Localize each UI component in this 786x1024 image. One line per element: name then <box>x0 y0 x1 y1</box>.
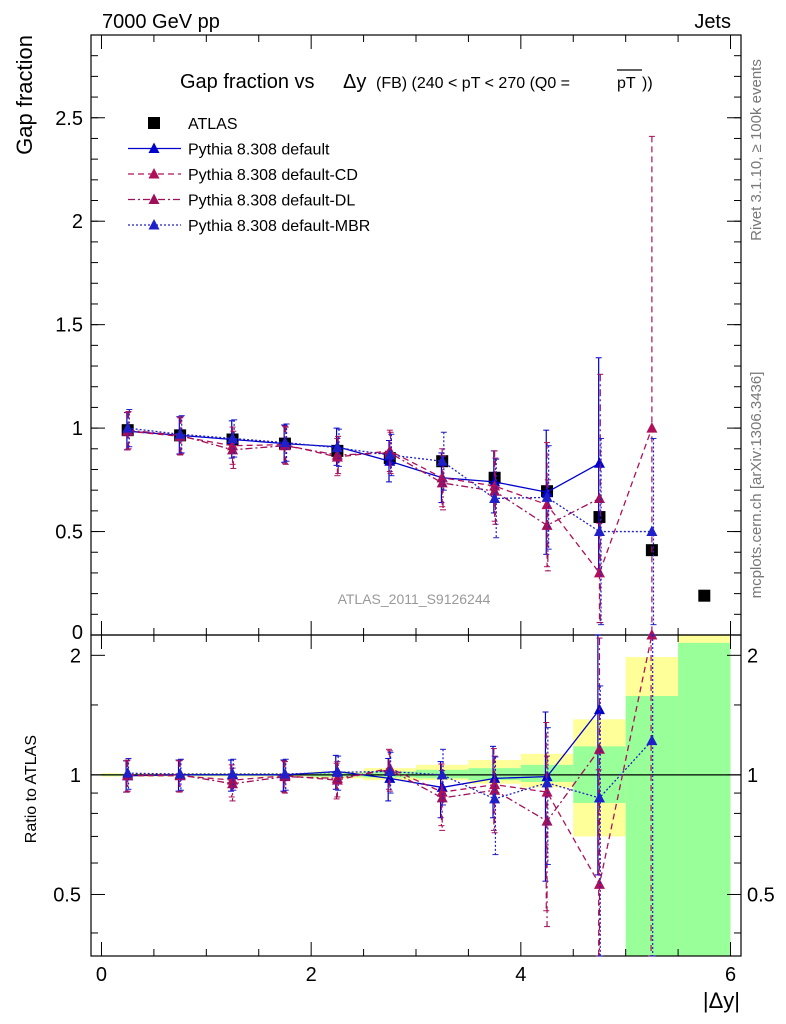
ratio-series-marker <box>384 765 396 776</box>
main-series-marker <box>384 449 396 460</box>
legend-label: Pythia 8.308 default-MBR <box>188 218 370 235</box>
ratio-series-marker <box>436 768 448 780</box>
main-series-marker <box>489 485 501 496</box>
ratio-series-marker <box>227 777 239 789</box>
xtick-label: 0 <box>96 964 107 986</box>
ratio-uncertainty-bands <box>101 635 731 956</box>
main-series-marker <box>646 525 658 537</box>
main-atlas-point <box>698 589 711 602</box>
main-ytick-label: 1.5 <box>55 315 83 337</box>
main-series-marker <box>541 491 553 502</box>
main-series-marker <box>436 476 448 488</box>
ratio-series-marker <box>331 772 343 783</box>
ratio-ytick-label: 1 <box>70 765 81 787</box>
main-series-marker <box>489 492 501 503</box>
main-series-marker <box>541 498 553 510</box>
ratio-ylabel: Ratio to ATLAS <box>23 735 40 843</box>
legend-label: Pythia 8.308 default <box>188 142 330 159</box>
ratio-ytick-label-right: 2 <box>747 645 758 667</box>
legend-marker <box>148 142 160 153</box>
main-series-marker <box>593 492 605 503</box>
title-pt-bar: pT <box>617 75 636 92</box>
ratio-panel-axes: 0.5 0.5 1 1 2 2 0 2 4 6 <box>53 634 775 986</box>
ratio-ytick-label: 2 <box>70 645 81 667</box>
main-series-marker <box>174 428 186 439</box>
analysis-watermark: ATLAS_2011_S9126244 <box>338 591 491 607</box>
main-series-marker <box>593 566 605 578</box>
ratio-series-marker <box>279 768 291 779</box>
main-atlas-point <box>593 511 606 524</box>
main-series-line <box>127 429 600 527</box>
ratio-series-marker <box>331 766 343 777</box>
main-series-marker <box>646 422 658 433</box>
legend-label: ATLAS <box>188 116 238 133</box>
main-series-marker <box>331 441 343 453</box>
main-series-marker <box>279 436 291 448</box>
ratio-series-marker <box>436 791 448 803</box>
header-left: 7000 GeV pp <box>102 11 220 33</box>
main-series-line <box>127 427 652 533</box>
main-series-marker <box>227 443 239 455</box>
ratio-series-line <box>127 709 600 789</box>
ratio-series-line <box>127 740 653 800</box>
xtick-label: 4 <box>515 964 526 986</box>
ratio-series-marker <box>593 791 605 803</box>
main-series-marker <box>541 519 553 530</box>
ratio-ytick-label-right: 1 <box>747 765 758 787</box>
legend: ATLAS Pythia 8.308 default Pythia 8.308 de… <box>128 116 370 235</box>
title-qualifier: (FB) (240 < pT < 270 (Q0 = <box>376 75 570 92</box>
main-series-marker <box>593 525 605 537</box>
legend-label: Pythia 8.308 default-CD <box>188 167 358 184</box>
ratio-series-marker <box>489 784 501 795</box>
legend-marker <box>148 168 160 179</box>
ratio-series-marker <box>227 768 239 779</box>
main-series-marker <box>331 449 343 460</box>
legend-label: Pythia 8.308 default-DL <box>188 193 355 210</box>
xtick-label: 2 <box>306 964 317 986</box>
ratio-series-marker <box>541 815 553 826</box>
ratio-series-marker <box>489 792 501 804</box>
main-panel-series <box>121 135 711 636</box>
ratio-panel-series <box>122 629 658 957</box>
rivet-version-label: Rivet 3.1.10, ≥ 100k events <box>748 59 765 241</box>
ratio-ytick-label: 0.5 <box>53 884 81 906</box>
mcplots-source-label: mcplots.cern.ch [arXiv:1306.3436] <box>748 372 765 599</box>
chart-title: Gap fraction vs Δy (FB) (240 < pT < 270 … <box>180 69 653 93</box>
main-ytick-label: 0 <box>72 622 83 644</box>
legend-marker <box>148 193 160 204</box>
main-series-marker <box>593 457 605 468</box>
ratio-series-marker <box>646 629 658 640</box>
ratio-series-marker <box>646 734 658 746</box>
ratio-series-marker <box>541 776 553 788</box>
ratio-band-green <box>678 642 731 956</box>
xtick-label: 6 <box>725 964 736 986</box>
ratio-series-marker <box>489 778 501 790</box>
title-end: )) <box>642 75 653 92</box>
ratio-series-marker <box>122 767 134 778</box>
ratio-series-line <box>127 748 600 822</box>
ratio-series-marker <box>174 768 186 779</box>
main-ylabel: Gap fraction <box>12 35 37 155</box>
main-ytick-label: 2 <box>72 211 83 233</box>
title-main: Gap fraction vs <box>180 71 315 93</box>
ratio-series-marker <box>593 743 605 754</box>
main-ytick-label: 2.5 <box>55 108 83 130</box>
header-right: Jets <box>694 11 731 33</box>
main-series-marker <box>122 422 134 433</box>
legend-marker <box>148 219 160 230</box>
title-variable: Δy <box>343 71 366 93</box>
main-ytick-label: 0.5 <box>55 522 83 544</box>
main-series-marker <box>227 432 239 443</box>
ratio-ytick-label-right: 0.5 <box>747 884 775 906</box>
main-series-marker <box>436 455 448 466</box>
x-axis-label: |Δy| <box>703 988 740 1013</box>
main-series-line <box>127 430 600 493</box>
legend-atlas-marker <box>148 117 160 129</box>
main-ytick-label: 1 <box>72 418 83 440</box>
